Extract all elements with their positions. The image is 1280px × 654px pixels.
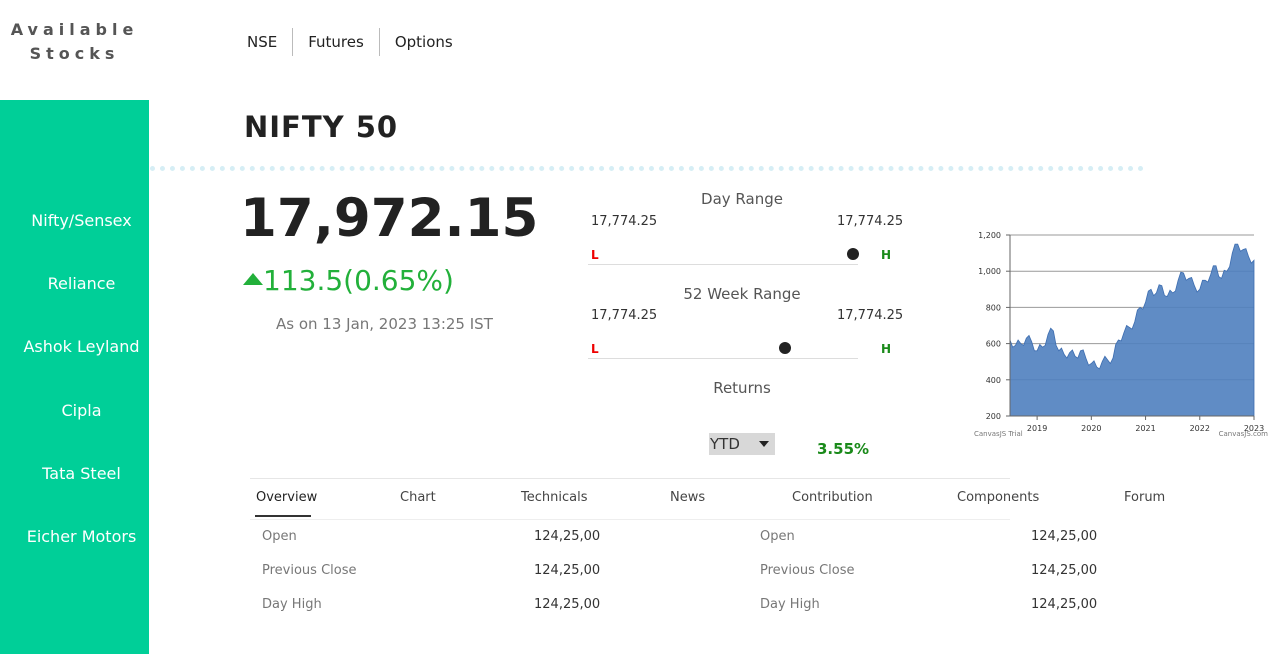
- sidebar-item-tata-steel[interactable]: Tata Steel: [42, 464, 121, 483]
- chart-ytick-label: 400: [986, 376, 1001, 385]
- current-price: 17,972.15: [240, 188, 539, 249]
- week52-range-low-marker: L: [591, 342, 599, 356]
- chart-credit-left: CanvasJS Trial: [974, 430, 1023, 438]
- day-range-indicator: [846, 248, 859, 260]
- day-range-track: [588, 264, 858, 265]
- chart-credit-right: CanvasJS.com: [1219, 430, 1269, 438]
- top-nav: NSE Futures Options: [232, 28, 468, 56]
- returns-title: Returns: [713, 379, 771, 397]
- sidebar-item-reliance[interactable]: Reliance: [47, 274, 116, 293]
- chart-svg: 200 400 600 800 1,000 1,200 2019 2020 2021 2022 20…: [974, 231, 1269, 438]
- chevron-down-icon: [759, 441, 769, 447]
- sidebar-item-nifty-sensex[interactable]: Nifty/Sensex: [31, 211, 132, 230]
- overview-left-value-open: 124,25,00: [534, 529, 601, 544]
- sidebar-item-ashok-leyland[interactable]: Ashok Leyland: [23, 337, 140, 356]
- week52-range-low-value: 17,774.25: [591, 308, 658, 323]
- as-of-timestamp: As on 13 Jan, 2023 13:25 IST: [276, 315, 493, 333]
- tab-contribution[interactable]: Contribution: [792, 490, 873, 505]
- overview-right-label-open: Open: [760, 529, 795, 544]
- price-change: 113.5(0.65%): [243, 264, 454, 297]
- price-history-chart: 200 400 600 800 1,000 1,200 2019 2020 2021 2022 20…: [968, 225, 1270, 440]
- section-divider: [150, 166, 1144, 171]
- sidebar: [0, 100, 149, 654]
- nav-options[interactable]: Options: [378, 28, 468, 56]
- returns-period-value: YTD: [710, 435, 740, 453]
- nav-nse[interactable]: NSE: [247, 33, 278, 51]
- overview-left-label-day-high: Day High: [262, 597, 322, 612]
- returns-period-select[interactable]: YTD: [709, 433, 775, 455]
- chart-ytick-label: 1,200: [978, 231, 1001, 240]
- overview-left-label-open: Open: [262, 529, 297, 544]
- tab-components[interactable]: Components: [957, 490, 1040, 505]
- chart-ytick-label: 200: [986, 412, 1001, 421]
- tab-bar: [250, 478, 1010, 520]
- page-title: NIFTY 50: [244, 110, 399, 144]
- returns-value: 3.55%: [817, 440, 870, 458]
- day-range-low-marker: L: [591, 248, 599, 262]
- chart-ytick-label: 800: [986, 303, 1001, 312]
- up-arrow-icon: [243, 273, 263, 285]
- overview-right-value-prev-close: 124,25,00: [1031, 563, 1098, 578]
- tab-technicals[interactable]: Technicals: [521, 490, 588, 505]
- brand-title: Available Stocks: [0, 18, 149, 66]
- day-range-low-value: 17,774.25: [591, 214, 658, 229]
- active-tab-indicator: [255, 515, 311, 517]
- sidebar-item-eicher-motors[interactable]: Eicher Motors: [26, 527, 137, 546]
- day-range-high-value: 17,774.25: [837, 214, 904, 229]
- chart-xtick-label: 2022: [1190, 424, 1210, 433]
- chart-xtick-label: 2021: [1135, 424, 1155, 433]
- chart-ytick-label: 1,000: [978, 267, 1001, 276]
- tab-news[interactable]: News: [670, 490, 706, 505]
- week52-range-track: [588, 358, 858, 359]
- chart-xtick-label: 2023: [1244, 424, 1264, 433]
- week52-range-indicator: [779, 342, 792, 354]
- day-range-high-marker: H: [881, 248, 892, 262]
- tab-overview[interactable]: Overview: [256, 490, 318, 505]
- sidebar-item-cipla[interactable]: Cipla: [61, 401, 102, 420]
- overview-right-value-day-high: 124,25,00: [1031, 597, 1098, 612]
- overview-left-value-prev-close: 124,25,00: [534, 563, 601, 578]
- overview-left-label-prev-close: Previous Close: [262, 563, 357, 578]
- overview-right-label-day-high: Day High: [760, 597, 820, 612]
- tab-chart[interactable]: Chart: [400, 490, 436, 505]
- brand-line-1: Available: [10, 20, 139, 39]
- overview-right-value-open: 124,25,00: [1031, 529, 1098, 544]
- chart-xtick-label: 2020: [1081, 424, 1101, 433]
- chart-xtick-label: 2019: [1027, 424, 1047, 433]
- chart-ytick-label: 600: [986, 340, 1001, 349]
- chart-area-series: [1009, 243, 1255, 417]
- nav-futures[interactable]: Futures: [292, 28, 379, 56]
- tab-forum[interactable]: Forum: [1124, 490, 1166, 505]
- price-change-value: 113.5(0.65%): [263, 264, 454, 297]
- brand-line-2: Stocks: [29, 44, 120, 63]
- week52-range-high-marker: H: [881, 342, 892, 356]
- week52-range-high-value: 17,774.25: [837, 308, 904, 323]
- day-range-title: Day Range: [701, 190, 783, 208]
- overview-left-value-day-high: 124,25,00: [534, 597, 601, 612]
- overview-right-label-prev-close: Previous Close: [760, 563, 855, 578]
- week52-range-title: 52 Week Range: [683, 285, 801, 303]
